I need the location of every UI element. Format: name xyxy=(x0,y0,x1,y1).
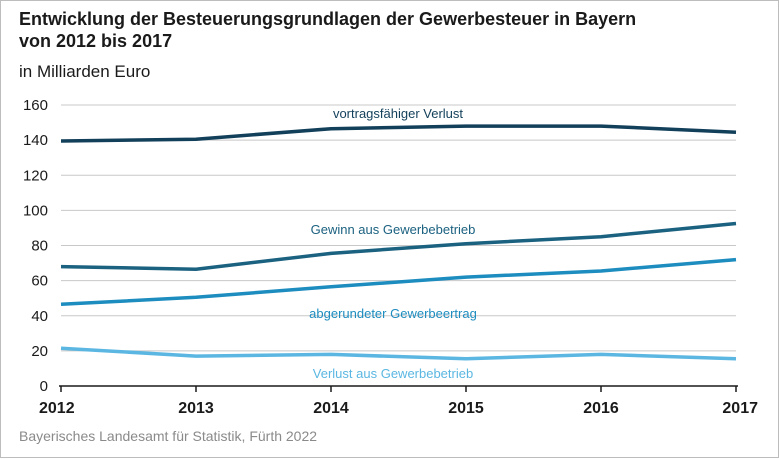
x-tick-label-2016: 2016 xyxy=(583,400,619,417)
x-tick-label-2013: 2013 xyxy=(178,400,214,417)
y-tick-label-20: 20 xyxy=(31,343,48,360)
series-label-ertrag: abgerundeter Gewerbeertrag xyxy=(309,306,477,321)
y-tick-label-60: 60 xyxy=(31,273,48,290)
y-tick-label-120: 120 xyxy=(23,167,48,184)
series-line-ertrag xyxy=(60,257,737,307)
y-axis-tick-labels: 0 20 40 60 80 100 120 140 160 xyxy=(23,97,48,395)
chart-title-line2: von 2012 bis 2017 xyxy=(19,31,173,51)
x-tick-label-2012: 2012 xyxy=(39,400,75,417)
series-label-vortrag: vortragsfähiger Verlust xyxy=(333,106,463,121)
series-line-verlust xyxy=(60,346,737,361)
series-label-gewinn: Gewinn aus Gewerbebetrieb xyxy=(311,222,476,237)
series-lines xyxy=(60,124,737,361)
y-tick-label-40: 40 xyxy=(31,308,48,325)
series-line-vortrag xyxy=(60,124,737,143)
y-tick-label-80: 80 xyxy=(31,238,48,255)
y-tick-label-0: 0 xyxy=(40,378,48,395)
chart-subtitle: in Milliarden Euro xyxy=(19,62,151,81)
x-tick-label-2017: 2017 xyxy=(722,400,758,417)
series-label-verlust: Verlust aus Gewerbebetrieb xyxy=(313,366,473,381)
y-tick-label-160: 160 xyxy=(23,97,48,114)
chart-title-line1: Entwicklung der Besteuerungsgrundlagen d… xyxy=(19,9,637,29)
series-line-gewinn xyxy=(60,221,737,271)
x-tick-label-2015: 2015 xyxy=(448,400,484,417)
y-tick-label-100: 100 xyxy=(23,202,48,219)
x-axis-tick-labels: 2012 2013 2014 2015 2016 2017 xyxy=(39,400,758,417)
chart-title: Entwicklung der Besteuerungsgrundlagen d… xyxy=(19,8,739,52)
series-labels: vortragsfähiger Verlust Gewinn aus Gewerb… xyxy=(309,106,477,381)
y-tick-label-140: 140 xyxy=(23,132,48,149)
source-note: Bayerisches Landesamt für Statistik, Für… xyxy=(19,428,318,444)
x-tick-label-2014: 2014 xyxy=(313,400,349,417)
x-axis xyxy=(59,385,738,392)
